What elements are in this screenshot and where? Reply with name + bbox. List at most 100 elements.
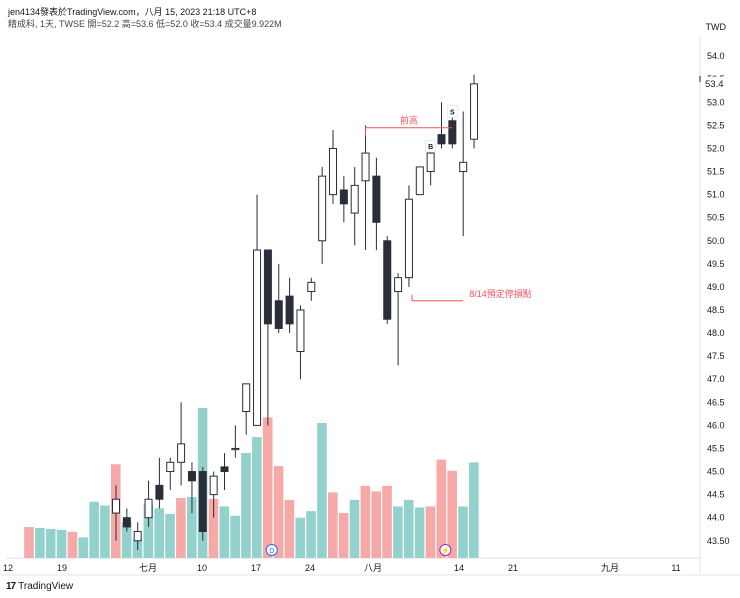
volume-bar bbox=[165, 513, 175, 558]
price-tick-label: 51.0 bbox=[707, 190, 725, 200]
candle-body[interactable] bbox=[329, 147, 337, 196]
price-tick-label: 43.50 bbox=[707, 536, 730, 546]
price-tick-label: 49.0 bbox=[707, 282, 725, 292]
time-tick-label: 12 bbox=[3, 563, 13, 573]
candle-body[interactable] bbox=[404, 198, 413, 279]
candle-body[interactable] bbox=[166, 461, 175, 473]
volume-bar bbox=[371, 491, 381, 558]
volume-bar bbox=[35, 528, 45, 558]
candle-body[interactable] bbox=[133, 531, 142, 542]
candle-body[interactable] bbox=[220, 466, 229, 473]
annotation-label: 8/14預定停損點 bbox=[469, 288, 532, 299]
volume-bar bbox=[458, 506, 468, 558]
candle-body[interactable] bbox=[296, 309, 305, 353]
volume-bar bbox=[78, 537, 89, 558]
candle-body[interactable] bbox=[383, 240, 392, 320]
candle-body[interactable] bbox=[253, 249, 262, 426]
time-tick-label: 21 bbox=[508, 563, 518, 573]
candle-body[interactable] bbox=[187, 471, 196, 482]
time-tick-label: 19 bbox=[57, 563, 67, 573]
dividend-marker-icon[interactable] bbox=[265, 544, 278, 556]
volume-bar bbox=[176, 498, 186, 558]
candle-body[interactable] bbox=[361, 152, 370, 182]
candle-body[interactable] bbox=[394, 277, 403, 293]
volume-bar bbox=[295, 517, 306, 558]
price-tick-label: 45.5 bbox=[707, 443, 725, 453]
volume-bar bbox=[186, 497, 197, 558]
volume-bar bbox=[403, 499, 414, 558]
price-tick-label: 52.5 bbox=[707, 120, 725, 130]
event-marker-label: D bbox=[269, 548, 274, 555]
publisher-line: jen4134發表於TradingView.com，八月 15, 2023 21… bbox=[8, 7, 257, 17]
candle-body[interactable] bbox=[231, 447, 240, 451]
signal-marker-box bbox=[425, 139, 436, 153]
candle-body[interactable] bbox=[144, 498, 153, 519]
price-tick-label: 44.0 bbox=[707, 513, 725, 523]
last-price-label: 53.4 bbox=[705, 79, 724, 90]
candle-body[interactable] bbox=[307, 281, 316, 293]
candle-body[interactable] bbox=[318, 175, 327, 242]
time-tick-label: 10 bbox=[197, 563, 207, 573]
candle-body[interactable] bbox=[448, 120, 457, 145]
price-tick-label: 47.5 bbox=[707, 351, 725, 361]
price-tick-label: 49.5 bbox=[707, 259, 725, 269]
candle-body[interactable] bbox=[426, 152, 435, 173]
candle-body[interactable] bbox=[372, 175, 381, 223]
time-tick-label: 八月 bbox=[364, 563, 382, 573]
candle-body[interactable] bbox=[198, 471, 207, 533]
volume-bar bbox=[143, 504, 154, 558]
time-tick-label: 24 bbox=[305, 563, 315, 573]
time-tick-label: 14 bbox=[454, 563, 464, 573]
volume-bar bbox=[24, 527, 34, 558]
tradingview-logo[interactable]: 17 TradingView bbox=[6, 581, 73, 592]
price-tick-label: 50.0 bbox=[707, 236, 725, 246]
volume-bar bbox=[349, 499, 360, 558]
candle-body[interactable] bbox=[177, 443, 186, 463]
volume-bar bbox=[100, 505, 110, 558]
candle-body[interactable] bbox=[274, 300, 283, 329]
event-marker-label: ⚡ bbox=[441, 546, 450, 555]
volume-bar bbox=[360, 485, 371, 558]
volume-bar bbox=[436, 459, 447, 558]
symbol-info-line: 精成科, 1天, TWSE 開=52.2 高=53.6 低=52.0 收=53.… bbox=[8, 19, 282, 29]
candle-body[interactable] bbox=[155, 484, 164, 500]
tradingview-brand-text: TradingView bbox=[18, 581, 74, 592]
volume-bar bbox=[393, 506, 403, 558]
volume-bar bbox=[230, 515, 240, 558]
candle-body[interactable] bbox=[242, 383, 251, 413]
volume-bar bbox=[121, 522, 132, 558]
candle-body[interactable] bbox=[470, 83, 479, 140]
volume-bar bbox=[306, 511, 316, 558]
volume-bar bbox=[469, 462, 479, 558]
candle-body[interactable] bbox=[437, 134, 446, 145]
time-tick-label: 11 bbox=[671, 563, 680, 573]
event-marker-icon[interactable] bbox=[439, 544, 452, 556]
time-tick-label: 17 bbox=[251, 563, 261, 573]
signal-marker-label: S bbox=[450, 110, 455, 117]
last-price-badge bbox=[701, 76, 731, 90]
volume-bar bbox=[425, 506, 436, 558]
candle-body[interactable] bbox=[339, 189, 348, 205]
candle-body[interactable] bbox=[285, 295, 294, 325]
candle-body[interactable] bbox=[112, 498, 120, 514]
volume-bar bbox=[56, 529, 67, 558]
candle-body[interactable] bbox=[415, 166, 424, 196]
tradingview-logo-icon: 17 bbox=[6, 581, 16, 592]
candle-body[interactable] bbox=[209, 475, 218, 496]
price-tick-label: 51.5 bbox=[707, 167, 725, 177]
price-tick-label: 53.0 bbox=[707, 97, 725, 107]
volume-bar bbox=[89, 501, 99, 558]
chart-header: jen4134發表於TradingView.com，八月 15, 2023 21… bbox=[8, 6, 282, 30]
volume-bar bbox=[45, 528, 56, 558]
candle-body[interactable] bbox=[122, 517, 131, 528]
volume-bar bbox=[154, 508, 164, 558]
candle-body[interactable] bbox=[350, 184, 359, 214]
signal-marker-label: B bbox=[428, 144, 433, 151]
candle-body[interactable] bbox=[263, 249, 272, 325]
price-tick-label: 44.5 bbox=[707, 490, 725, 500]
price-tick-label: 47.0 bbox=[707, 374, 725, 384]
price-tick-label: 45.0 bbox=[707, 467, 725, 477]
time-tick-label: 九月 bbox=[601, 563, 619, 573]
candle-body[interactable] bbox=[459, 161, 468, 173]
